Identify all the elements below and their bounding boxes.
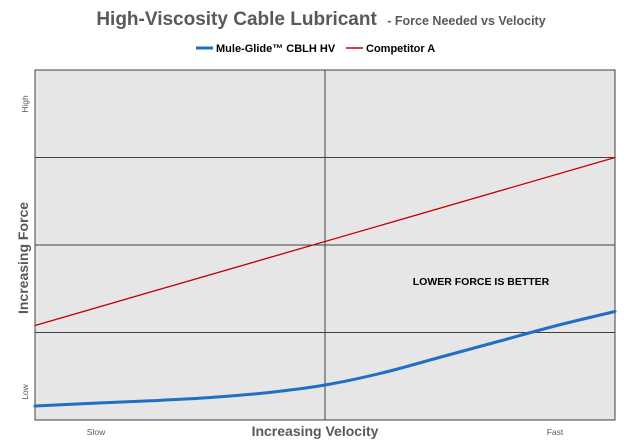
x-axis-title: Increasing Velocity	[252, 423, 379, 439]
y-axis-title: Increasing Force	[15, 202, 31, 314]
chart-subtitle: - Force Needed vs Velocity	[387, 14, 545, 28]
series-layer	[33, 156, 617, 408]
legend-label-mule-glide: Mule-Glide™ CBLH HV	[216, 43, 336, 55]
annotation-lower-force: LOWER FORCE IS BETTER	[413, 276, 550, 288]
legend: Mule-Glide™ CBLH HV Competitor A	[196, 43, 435, 55]
chart-title: High-Viscosity Cable Lubricant - Force N…	[96, 9, 545, 30]
gridlines	[35, 70, 615, 420]
chart-title-main: High-Viscosity Cable Lubricant	[96, 9, 377, 30]
series-line-competitor-a	[34, 156, 616, 327]
series-line-mule-glide	[33, 310, 617, 408]
y-tick-high: High	[20, 95, 30, 113]
x-tick-fast: Fast	[547, 427, 564, 437]
y-tick-low: Low	[20, 383, 30, 399]
x-tick-slow: Slow	[87, 427, 106, 437]
legend-label-competitor-a: Competitor A	[366, 43, 435, 55]
